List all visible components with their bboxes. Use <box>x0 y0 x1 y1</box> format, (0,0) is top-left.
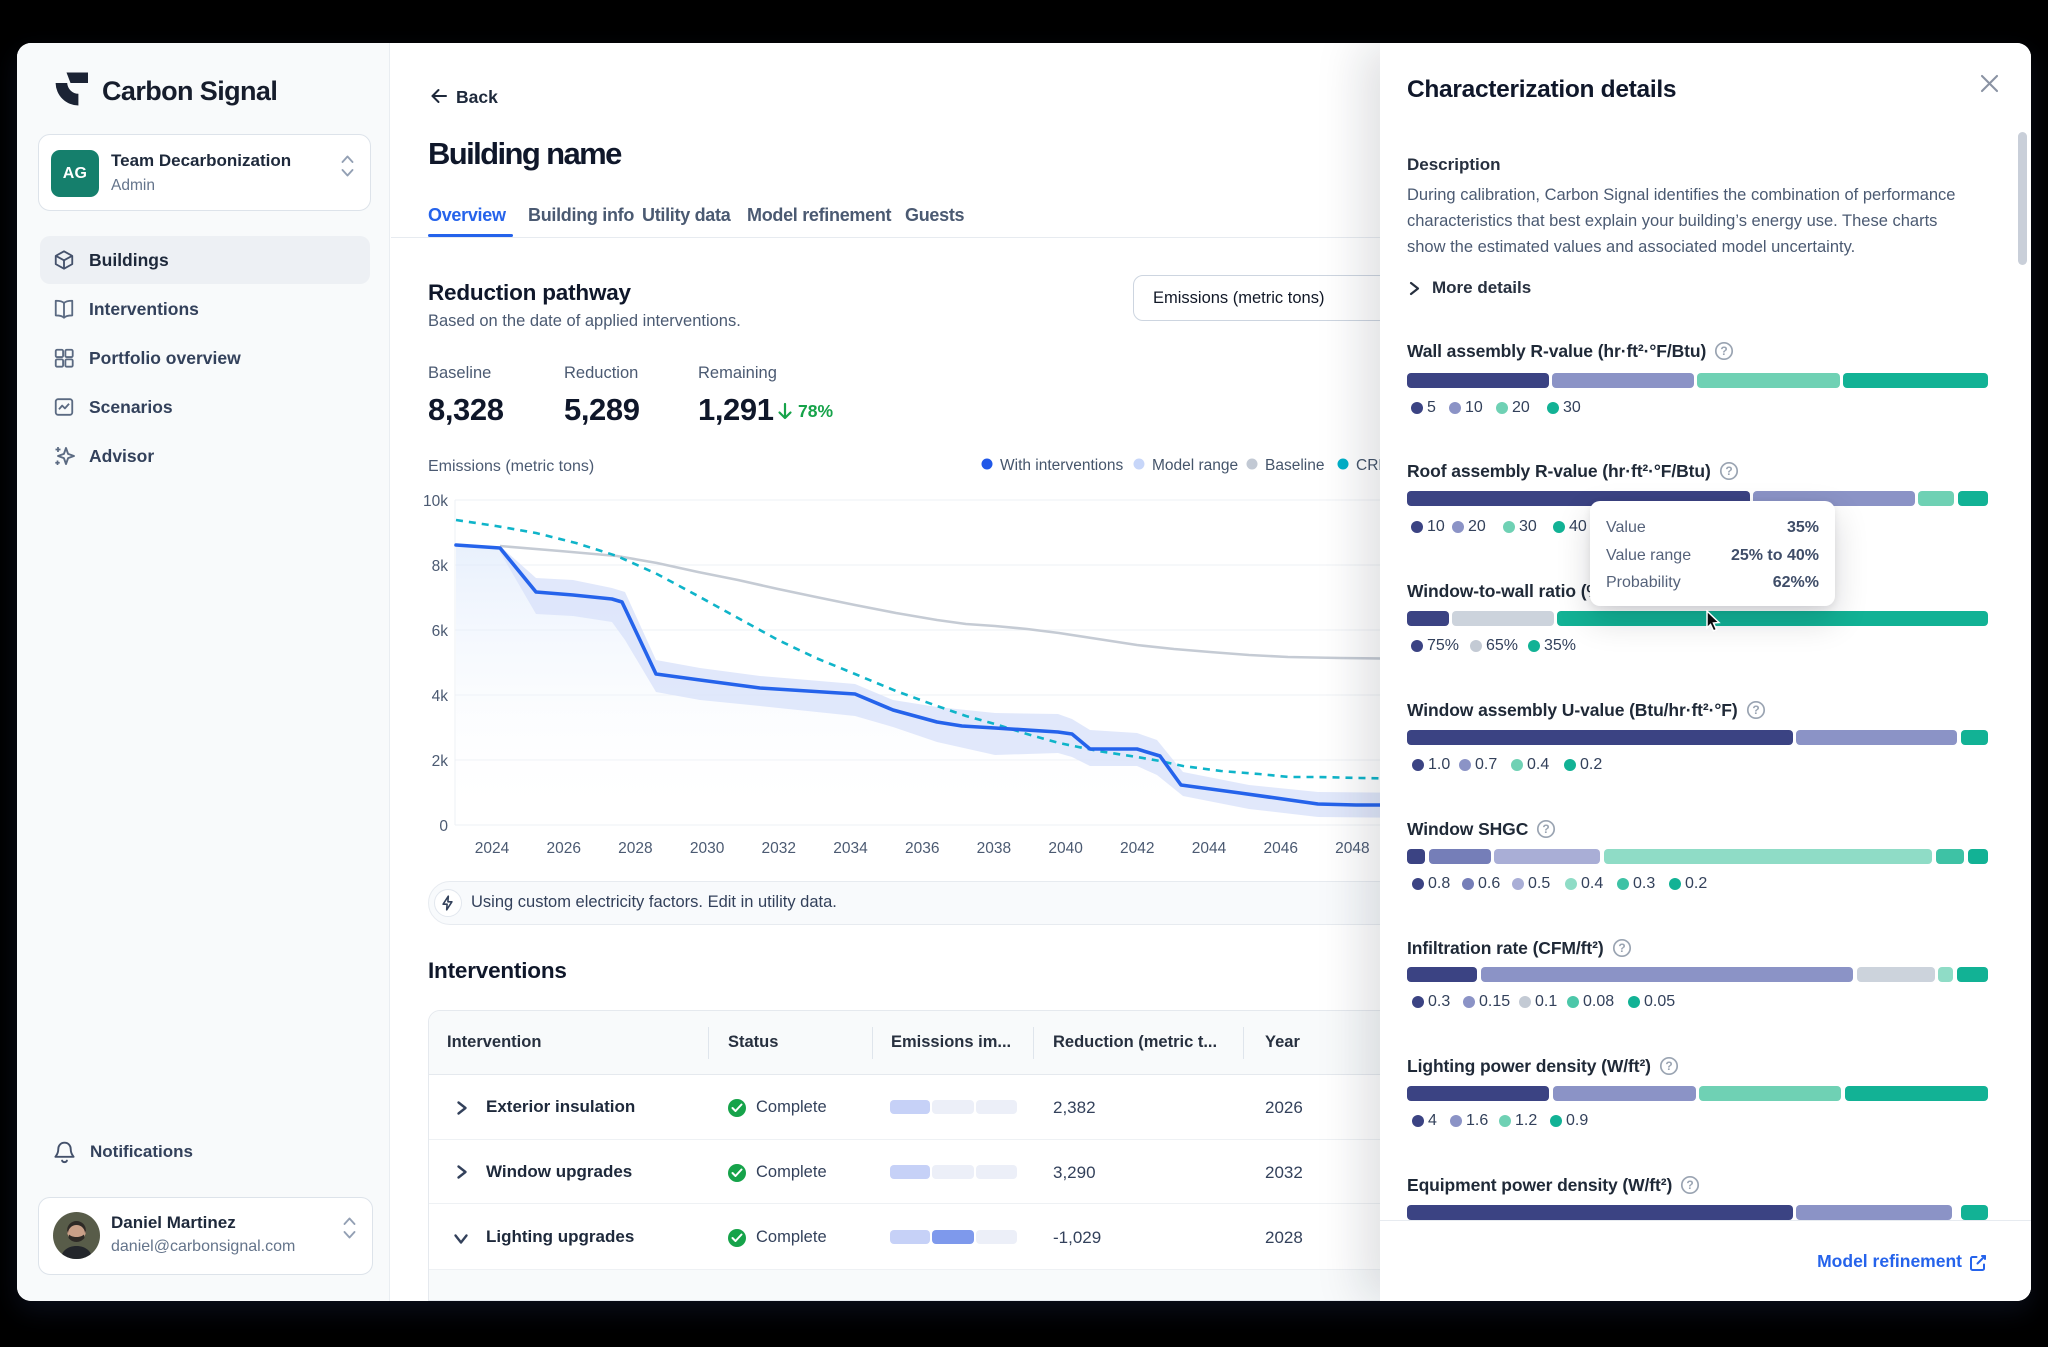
svg-text:0: 0 <box>439 818 448 835</box>
svg-text:?: ? <box>1543 822 1550 836</box>
svg-text:?: ? <box>1752 703 1759 717</box>
svg-text:6k: 6k <box>432 623 449 640</box>
svg-text:?: ? <box>1725 464 1732 478</box>
svg-text:2042: 2042 <box>1120 840 1154 857</box>
svg-text:2038: 2038 <box>977 840 1011 857</box>
svg-text:2030: 2030 <box>690 840 725 857</box>
svg-text:?: ? <box>1665 1059 1672 1073</box>
svg-text:2044: 2044 <box>1192 840 1227 857</box>
svg-text:2032: 2032 <box>762 840 796 857</box>
svg-text:2048: 2048 <box>1335 840 1369 857</box>
svg-text:With interventions: With interventions <box>1000 457 1123 474</box>
svg-text:2040: 2040 <box>1048 840 1083 857</box>
svg-text:2026: 2026 <box>546 840 580 857</box>
svg-text:10k: 10k <box>423 493 448 510</box>
svg-text:Model range: Model range <box>1152 457 1238 474</box>
svg-text:?: ? <box>1721 344 1728 358</box>
svg-text:8k: 8k <box>432 558 449 575</box>
svg-text:2034: 2034 <box>833 840 868 857</box>
svg-text:2036: 2036 <box>905 840 939 857</box>
svg-text:2k: 2k <box>432 753 449 770</box>
svg-text:2024: 2024 <box>475 840 510 857</box>
svg-text:4k: 4k <box>432 688 449 705</box>
svg-text:2028: 2028 <box>618 840 652 857</box>
svg-text:Emissions (metric tons): Emissions (metric tons) <box>428 458 594 475</box>
svg-text:2046: 2046 <box>1263 840 1297 857</box>
svg-text:Baseline: Baseline <box>1265 457 1324 474</box>
svg-text:?: ? <box>1618 941 1625 955</box>
svg-text:?: ? <box>1687 1178 1694 1192</box>
